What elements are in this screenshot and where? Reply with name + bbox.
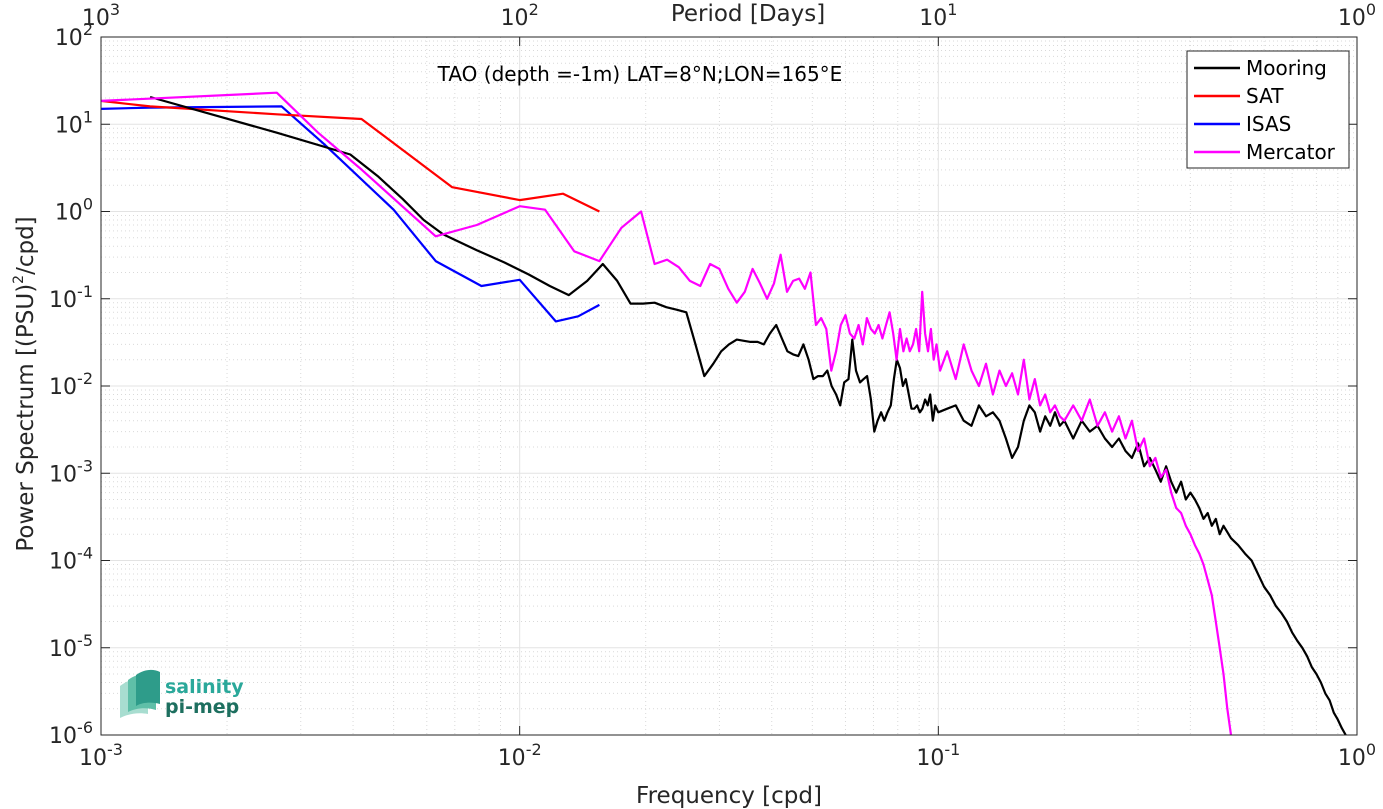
chart-annotation: TAO (depth =-1m) LAT=8°N;LON=165°E	[437, 62, 843, 86]
top-axis-label: Period [Days]	[671, 1, 825, 27]
x-tick-label: 100	[1338, 740, 1376, 771]
logo-text-line1: salinity	[165, 676, 244, 698]
x-tick-label: 10-3	[79, 740, 123, 771]
x-tick-label: 10-1	[916, 740, 960, 771]
y-tick-label: 100	[55, 195, 93, 226]
logo-text-line2: pi-mep	[165, 696, 239, 718]
y-tick-label: 101	[55, 107, 93, 138]
top-tick-label: 101	[919, 0, 957, 31]
y-axis-label-main: Power Spectrum [(PSU)	[13, 284, 39, 552]
legend-items: Mooring SAT ISAS Mercator	[1194, 56, 1336, 164]
y-axis-label-sup: 2	[11, 275, 27, 284]
y-tick-label: 10-5	[49, 631, 93, 662]
series-line-mercator	[100, 91, 1233, 736]
y-axis-label-tail: /cpd]	[13, 216, 39, 275]
legend-box	[1186, 50, 1350, 169]
top-tick-label: 100	[1338, 0, 1376, 31]
series-layer	[100, 91, 1347, 736]
series-line-mooring	[149, 95, 1347, 736]
legend: Mooring SAT ISAS Mercator	[1186, 50, 1350, 169]
logo-waves-icon	[120, 669, 160, 718]
legend-label-mooring: Mooring	[1246, 56, 1327, 80]
y-tick-label: 10-1	[49, 282, 93, 313]
legend-label-sat: SAT	[1246, 84, 1284, 108]
minor-grid	[101, 37, 1357, 735]
legend-label-isas: ISAS	[1246, 112, 1291, 136]
tick-marks	[100, 36, 1358, 736]
legend-label-mercator: Mercator	[1246, 140, 1336, 164]
x-axis-label: Frequency [cpd]	[636, 783, 822, 809]
salinity-pi-mep-logo: salinity pi-mep	[120, 669, 244, 718]
series-line-sat	[100, 99, 600, 213]
y-tick-label: 102	[55, 20, 93, 51]
y-tick-label: 10-4	[49, 544, 93, 575]
series-line-isas	[100, 105, 600, 323]
y-tick-label: 10-6	[49, 718, 93, 749]
top-tick-label: 102	[501, 0, 539, 31]
y-axis-label: Power Spectrum [(PSU)2/cpd]	[11, 216, 39, 551]
x-tick-label: 10-2	[498, 740, 542, 771]
y-tick-label: 10-3	[49, 456, 93, 487]
top-tick-label: 103	[82, 0, 120, 31]
y-tick-label: 10-2	[49, 369, 93, 400]
